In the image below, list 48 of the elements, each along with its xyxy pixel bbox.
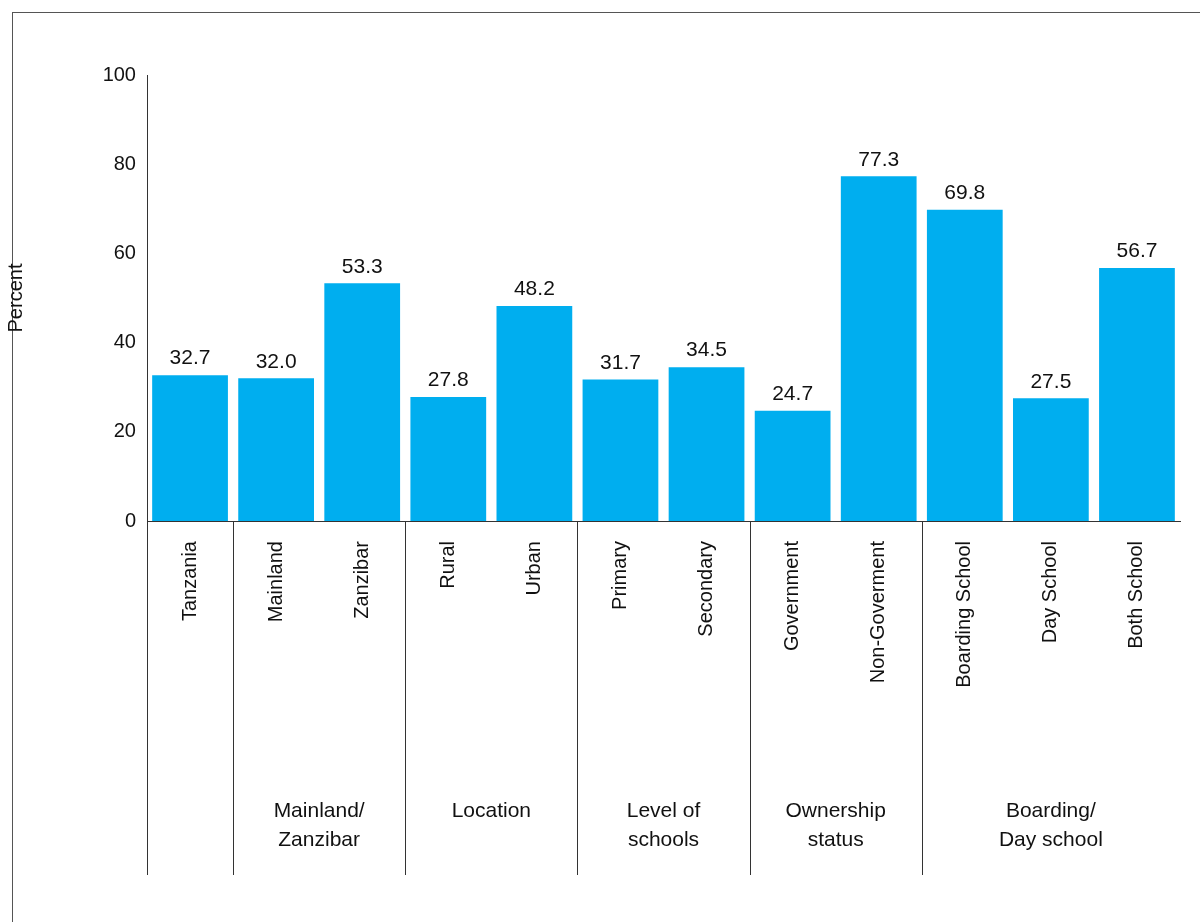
y-axis-title: Percent: [3, 263, 26, 333]
y-tick-label: 100: [102, 62, 136, 85]
y-tick-label: 20: [113, 419, 136, 442]
bar: [668, 367, 745, 521]
x-tick-label: Day School: [1038, 541, 1061, 644]
bar: [238, 378, 314, 521]
bar: [410, 397, 487, 521]
x-tick-label: Secondary: [694, 541, 717, 637]
text: Level of schools: [626, 797, 701, 853]
bar: [324, 283, 401, 521]
x-tick-label: Tanzania: [177, 540, 200, 622]
x-tick-label: Non-Goverment: [866, 540, 889, 684]
data-label: 48.2: [513, 276, 555, 300]
bar: [1013, 398, 1089, 521]
data-label: 69.8: [944, 179, 986, 203]
data-label: 77.3: [858, 146, 900, 170]
y-tick-label: 80: [113, 151, 136, 174]
data-label: 32.7: [169, 345, 211, 369]
x-tick-label: Urban: [521, 541, 544, 596]
bar: [582, 379, 659, 521]
x-tick-label: Rural: [435, 541, 458, 589]
y-tick-label: 0: [124, 508, 136, 531]
x-tick-label: Both School: [1124, 541, 1147, 649]
text: Boarding/ Day school: [998, 797, 1103, 853]
bar: [754, 410, 831, 521]
data-label: 56.7: [1116, 238, 1158, 262]
bar: [152, 375, 228, 521]
x-tick-label: Zanzibar: [349, 540, 372, 619]
y-tick-label: 40: [113, 330, 136, 353]
data-label: 24.7: [772, 381, 814, 405]
text: Location: [451, 797, 532, 823]
bar: [1099, 268, 1175, 521]
data-label: 27.5: [1030, 368, 1072, 392]
x-tick-label: Government: [780, 540, 803, 652]
bar: [496, 306, 573, 521]
bar: [926, 209, 1003, 521]
text: Ownership status: [785, 797, 886, 853]
y-tick-label: 60: [113, 240, 136, 263]
text: Mainland/ Zanzibar: [273, 797, 365, 853]
data-label: 27.8: [427, 367, 469, 391]
bar: [840, 176, 917, 521]
data-label: 34.5: [686, 337, 727, 361]
x-tick-label: Boarding School: [952, 541, 975, 688]
data-label: 31.7: [600, 349, 641, 373]
x-tick-label: Primary: [607, 541, 630, 610]
x-tick-label: Mainland: [263, 541, 286, 623]
data-label: 32.0: [255, 348, 297, 372]
data-label: 53.3: [341, 253, 383, 277]
